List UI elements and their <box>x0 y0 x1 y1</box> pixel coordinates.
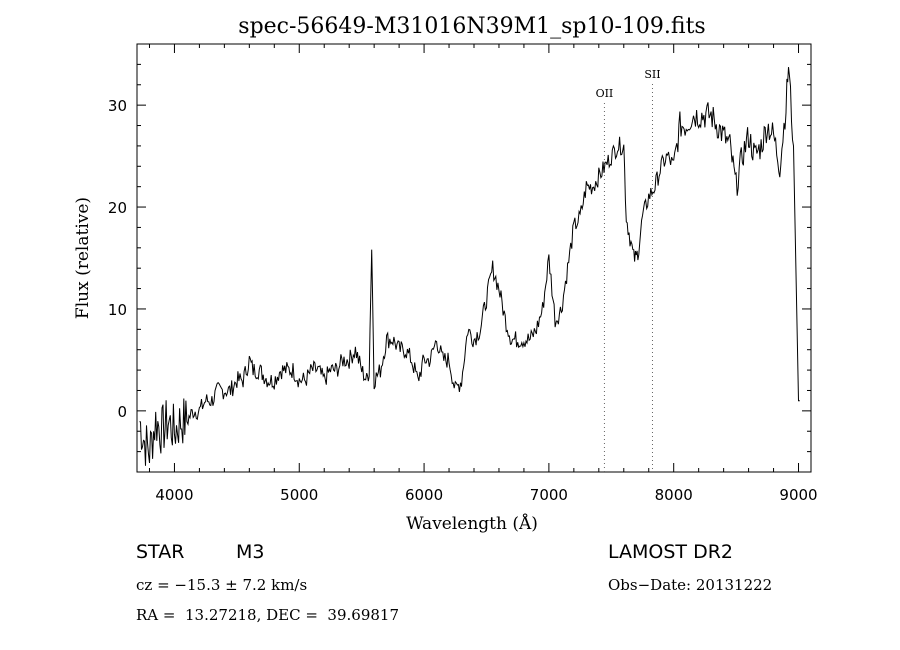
y-tick-label: 10 <box>108 301 127 319</box>
emission-line-markers: OII SII <box>596 68 661 472</box>
x-tick-label: 7000 <box>530 486 568 504</box>
y-tick-label: 0 <box>117 403 127 421</box>
chart-title: spec-56649-M31016N39M1_sp10-109.fits <box>238 14 705 39</box>
y-tick-label: 30 <box>108 97 127 115</box>
observation-date: Obs−Date: 20131222 <box>608 576 773 594</box>
x-tick-label: 8000 <box>655 486 693 504</box>
x-axis: 4000 5000 6000 7000 8000 9000 <box>148 44 818 504</box>
x-tick-label: 9000 <box>779 486 817 504</box>
survey-name: LAMOST DR2 <box>608 541 733 563</box>
y-axis-label: Flux (relative) <box>73 197 93 319</box>
x-tick-label: 6000 <box>405 486 443 504</box>
plot-frame <box>136 43 812 473</box>
object-class: STAR <box>136 541 185 563</box>
line-label-oii: OII <box>596 87 614 100</box>
y-tick-label: 20 <box>108 199 127 217</box>
y-axis: 0 10 20 30 <box>108 63 811 453</box>
line-label-sii: SII <box>644 68 660 81</box>
x-tick-label: 5000 <box>280 486 318 504</box>
x-axis-label: Wavelength (Å) <box>406 513 538 534</box>
x-tick-label: 4000 <box>155 486 193 504</box>
coordinates: RA = 13.27218, DEC = 39.69817 <box>136 606 400 624</box>
object-subclass: M3 <box>236 541 265 563</box>
redshift-velocity: cz = −15.3 ± 7.2 km/s <box>136 576 308 594</box>
spectrum-series-line <box>139 67 800 466</box>
